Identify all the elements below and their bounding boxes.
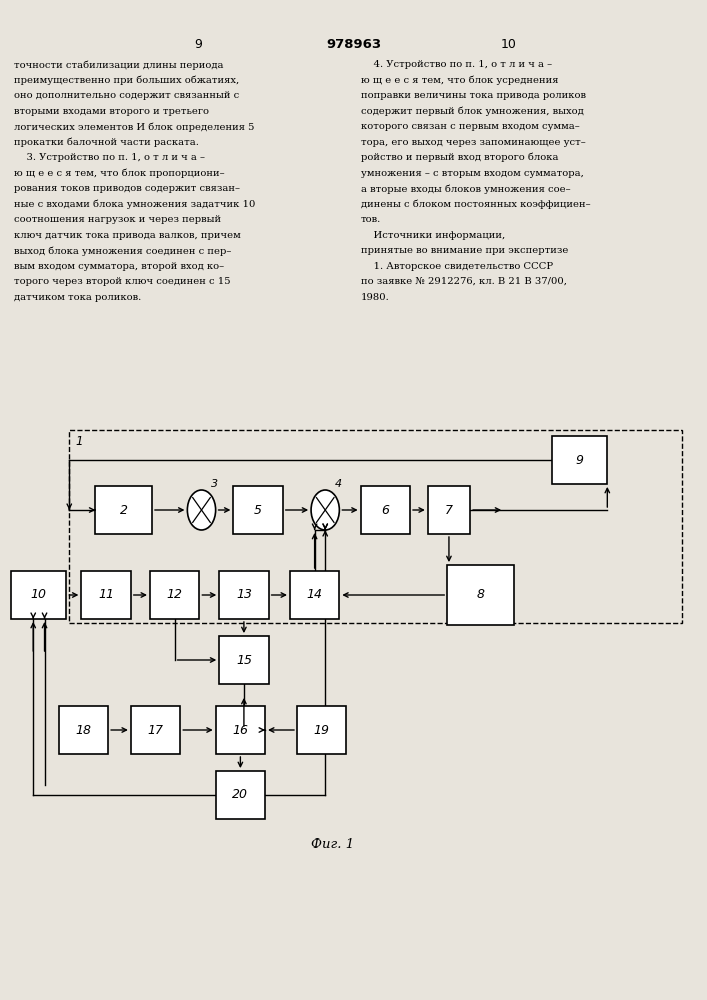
Circle shape [187, 490, 216, 530]
Bar [219, 636, 269, 684]
Text: 10: 10 [31, 588, 47, 601]
Text: соотношения нагрузок и через первый: соотношения нагрузок и через первый [14, 215, 221, 224]
Text: торого через второй ключ соединен с 15: торого через второй ключ соединен с 15 [14, 277, 230, 286]
Text: 16: 16 [233, 724, 248, 736]
Text: по заявке № 2912276, кл. В 21 В 37/00,: по заявке № 2912276, кл. В 21 В 37/00, [361, 277, 566, 286]
Circle shape [311, 490, 339, 530]
Text: умножения – с вторым входом сумматора,: умножения – с вторым входом сумматора, [361, 169, 583, 178]
Text: прокатки балочной части раската.: прокатки балочной части раската. [14, 138, 199, 147]
Bar [361, 486, 410, 534]
Text: 18: 18 [76, 724, 91, 736]
Text: 3. Устройство по п. 1, о т л и ч а –: 3. Устройство по п. 1, о т л и ч а – [14, 153, 205, 162]
Bar [216, 706, 265, 754]
Bar [219, 571, 269, 619]
Text: 6: 6 [381, 504, 390, 516]
Bar [552, 436, 607, 484]
Bar [447, 565, 515, 625]
Bar [95, 486, 152, 534]
Text: 14: 14 [307, 588, 322, 601]
Text: 1980.: 1980. [361, 292, 390, 302]
Bar [290, 571, 339, 619]
Bar [131, 706, 180, 754]
Text: точности стабилизации длины периода: точности стабилизации длины периода [14, 60, 223, 70]
Text: Источники информации,: Источники информации, [361, 231, 505, 239]
Text: 13: 13 [236, 588, 252, 601]
Bar [81, 571, 131, 619]
Text: ключ датчик тока привода валков, причем: ключ датчик тока привода валков, причем [14, 231, 241, 239]
Bar [11, 571, 66, 619]
Bar [59, 706, 108, 754]
Text: вым входом сумматора, второй вход ко–: вым входом сумматора, второй вход ко– [14, 262, 224, 271]
Text: 19: 19 [314, 724, 329, 736]
Text: преимущественно при больших обжатиях,: преимущественно при больших обжатиях, [14, 76, 240, 85]
Text: ю щ е е с я тем, что блок пропорциони–: ю щ е е с я тем, что блок пропорциони– [14, 169, 225, 178]
Text: 4: 4 [335, 479, 342, 489]
Text: ю щ е е с я тем, что блок усреднения: ю щ е е с я тем, что блок усреднения [361, 76, 558, 85]
Text: 5: 5 [254, 504, 262, 516]
Text: 12: 12 [167, 588, 182, 601]
Text: 2: 2 [119, 504, 128, 516]
Text: ные с входами блока умножения задатчик 10: ные с входами блока умножения задатчик 1… [14, 200, 255, 209]
Text: 15: 15 [236, 654, 252, 666]
Text: принятые во внимание при экспертизе: принятые во внимание при экспертизе [361, 246, 568, 255]
Text: датчиком тока роликов.: датчиком тока роликов. [14, 292, 141, 302]
Bar [150, 571, 199, 619]
Text: ройство и первый вход второго блока: ройство и первый вход второго блока [361, 153, 558, 162]
Text: тов.: тов. [361, 215, 381, 224]
Text: вторыми входами второго и третьего: вторыми входами второго и третьего [14, 106, 209, 115]
Bar [297, 706, 346, 754]
Text: 3: 3 [211, 479, 218, 489]
Text: а вторые входы блоков умножения сое–: а вторые входы блоков умножения сое– [361, 184, 570, 194]
Text: 4. Устройство по п. 1, о т л и ч а –: 4. Устройство по п. 1, о т л и ч а – [361, 60, 551, 69]
Text: рования токов приводов содержит связан–: рования токов приводов содержит связан– [14, 184, 240, 193]
Text: 9: 9 [575, 454, 584, 466]
Text: Фиг. 1: Фиг. 1 [311, 838, 354, 852]
Text: 11: 11 [98, 588, 114, 601]
Bar [69, 430, 682, 623]
Bar [233, 486, 283, 534]
Text: 9: 9 [194, 38, 202, 51]
Text: 17: 17 [148, 724, 163, 736]
Text: 10: 10 [501, 38, 517, 51]
Text: выход блока умножения соединен с пер–: выход блока умножения соединен с пер– [14, 246, 231, 255]
Text: 1: 1 [75, 435, 83, 448]
Text: динены с блоком постоянных коэффициен–: динены с блоком постоянных коэффициен– [361, 200, 590, 209]
Text: 7: 7 [445, 504, 453, 516]
Text: поправки величины тока привода роликов: поправки величины тока привода роликов [361, 91, 585, 100]
Text: тора, его выход через запоминающее уст–: тора, его выход через запоминающее уст– [361, 138, 585, 147]
Text: 8: 8 [477, 588, 485, 601]
Text: 978963: 978963 [326, 38, 381, 51]
Bar [216, 771, 265, 819]
Text: содержит первый блок умножения, выход: содержит первый блок умножения, выход [361, 106, 583, 116]
Text: 20: 20 [233, 788, 248, 802]
Bar [428, 486, 470, 534]
Text: оно дополнительно содержит связанный с: оно дополнительно содержит связанный с [14, 91, 240, 100]
Text: 1. Авторское свидетельство СССР: 1. Авторское свидетельство СССР [361, 262, 553, 271]
Text: логических элементов И блок определения 5: логических элементов И блок определения … [14, 122, 255, 132]
Text: которого связан с первым входом сумма–: которого связан с первым входом сумма– [361, 122, 579, 131]
